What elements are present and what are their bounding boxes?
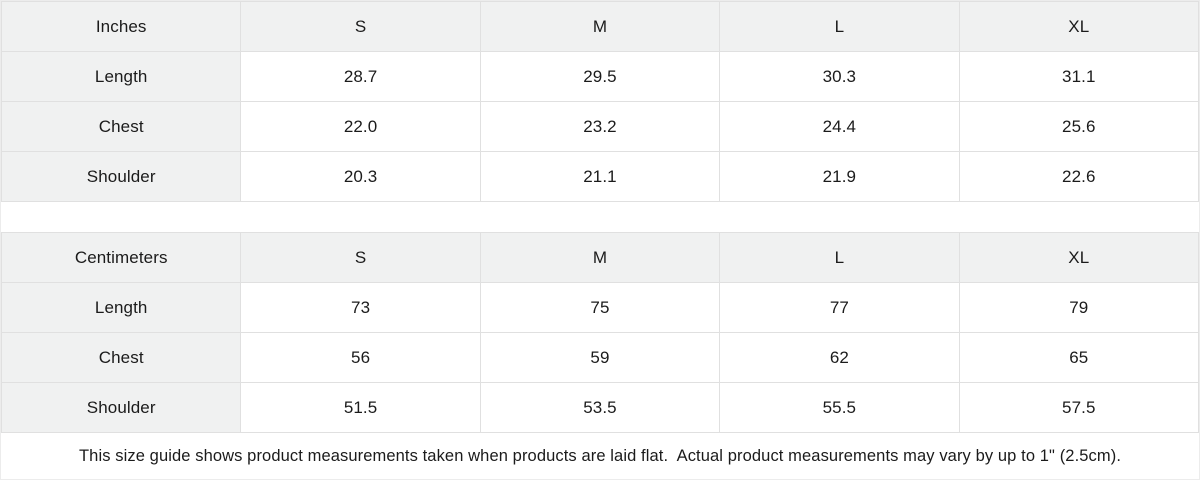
size-header-cell-s: S — [240, 232, 481, 283]
size-header-cell-s: S — [240, 1, 481, 52]
measurement-value-cell: 56 — [240, 332, 481, 383]
size-header-cell-xl: XL — [958, 1, 1200, 52]
measurement-label-cell: Length — [0, 51, 242, 102]
measurement-value-cell: 59 — [479, 332, 721, 383]
measurement-label-cell: Shoulder — [0, 382, 242, 433]
table-row: Chest 22.0 23.2 24.4 25.6 — [0, 101, 1200, 152]
measurement-label-cell: Length — [0, 282, 242, 333]
unit-header-cell: Centimeters — [0, 232, 242, 283]
measurement-value-cell: 29.5 — [479, 51, 721, 102]
size-header-cell-xl: XL — [958, 232, 1200, 283]
table-row: Shoulder 51.5 53.5 55.5 57.5 — [0, 382, 1200, 433]
size-header-cell-l: L — [719, 232, 960, 283]
measurement-value-cell: 21.1 — [479, 151, 721, 202]
header-row: Centimeters S M L XL — [0, 232, 1200, 283]
measurement-value-cell: 30.3 — [719, 51, 960, 102]
measurement-value-cell: 65 — [958, 332, 1200, 383]
measurement-value-cell: 31.1 — [958, 51, 1200, 102]
measurement-value-cell: 73 — [240, 282, 481, 333]
size-table-inches: Inches S M L XL Length 28.7 29.5 30.3 31… — [0, 1, 1200, 202]
table-row: Length 28.7 29.5 30.3 31.1 — [0, 51, 1200, 102]
measurement-value-cell: 28.7 — [240, 51, 481, 102]
table-row: Length 73 75 77 79 — [0, 282, 1200, 333]
measurement-value-cell: 20.3 — [240, 151, 481, 202]
measurement-label-cell: Shoulder — [0, 151, 242, 202]
size-header-cell-l: L — [719, 1, 960, 52]
measurement-label-cell: Chest — [0, 332, 242, 383]
measurement-value-cell: 22.6 — [958, 151, 1200, 202]
measurement-value-cell: 23.2 — [479, 101, 721, 152]
measurement-value-cell: 57.5 — [958, 382, 1200, 433]
measurement-value-cell: 51.5 — [240, 382, 481, 433]
measurement-value-cell: 22.0 — [240, 101, 481, 152]
measurement-value-cell: 25.6 — [958, 101, 1200, 152]
measurement-value-cell: 55.5 — [719, 382, 960, 433]
size-table-centimeters: Centimeters S M L XL Length 73 75 77 79 … — [0, 232, 1200, 433]
measurement-label-cell: Chest — [0, 101, 242, 152]
size-guide-disclaimer: This size guide shows product measuremen… — [1, 433, 1199, 479]
table-gap — [1, 202, 1199, 232]
measurement-value-cell: 75 — [479, 282, 721, 333]
measurement-value-cell: 79 — [958, 282, 1200, 333]
measurement-value-cell: 24.4 — [719, 101, 960, 152]
measurement-value-cell: 77 — [719, 282, 960, 333]
table-row: Shoulder 20.3 21.1 21.9 22.6 — [0, 151, 1200, 202]
measurement-value-cell: 53.5 — [479, 382, 721, 433]
header-row: Inches S M L XL — [0, 1, 1200, 52]
unit-header-cell: Inches — [0, 1, 242, 52]
measurement-value-cell: 21.9 — [719, 151, 960, 202]
size-header-cell-m: M — [479, 1, 721, 52]
table-row: Chest 56 59 62 65 — [0, 332, 1200, 383]
measurement-value-cell: 62 — [719, 332, 960, 383]
size-header-cell-m: M — [479, 232, 721, 283]
